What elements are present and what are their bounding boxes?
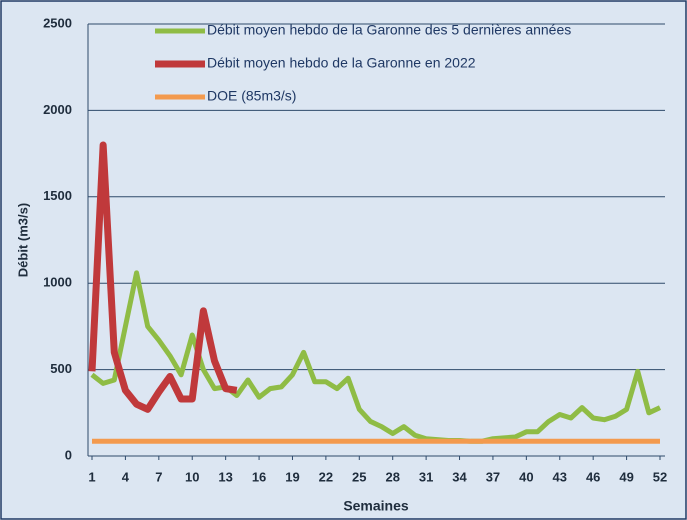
x-tick-label: 28: [385, 469, 399, 484]
y-tick-label: 0: [65, 447, 72, 462]
x-axis-label: Semaines: [343, 498, 409, 514]
legend-label: Débit moyen hebdo de la Garonne en 2022: [207, 55, 476, 71]
x-tick-label: 34: [452, 469, 467, 484]
x-tick-label: 49: [619, 469, 633, 484]
x-tick-label: 7: [155, 469, 162, 484]
legend-label: DOE (85m3/s): [207, 88, 296, 104]
y-tick-label: 2000: [43, 102, 72, 117]
y-tick-label: 2500: [43, 15, 72, 30]
y-tick-label: 500: [50, 361, 72, 376]
x-tick-label: 16: [252, 469, 266, 484]
y-tick-label: 1000: [43, 275, 72, 290]
x-tick-label: 25: [352, 469, 366, 484]
x-tick-label: 22: [319, 469, 333, 484]
x-tick-label: 37: [486, 469, 500, 484]
x-tick-label: 40: [519, 469, 533, 484]
x-tick-label: 4: [122, 469, 130, 484]
x-tick-label: 46: [586, 469, 600, 484]
x-tick-label: 31: [419, 469, 433, 484]
y-tick-label: 1500: [43, 188, 72, 203]
x-tick-label: 10: [185, 469, 199, 484]
x-tick-label: 1: [88, 469, 95, 484]
x-tick-label: 52: [653, 469, 667, 484]
y-axis-label: Débit (m3/s): [15, 203, 30, 277]
series-line: [88, 141, 238, 413]
x-tick-label: 13: [218, 469, 232, 484]
series-line: [90, 270, 662, 444]
legend-label: Débit moyen hebdo de la Garonne des 5 de…: [207, 22, 571, 38]
x-tick-label: 19: [285, 469, 299, 484]
x-tick-label: 43: [553, 469, 567, 484]
